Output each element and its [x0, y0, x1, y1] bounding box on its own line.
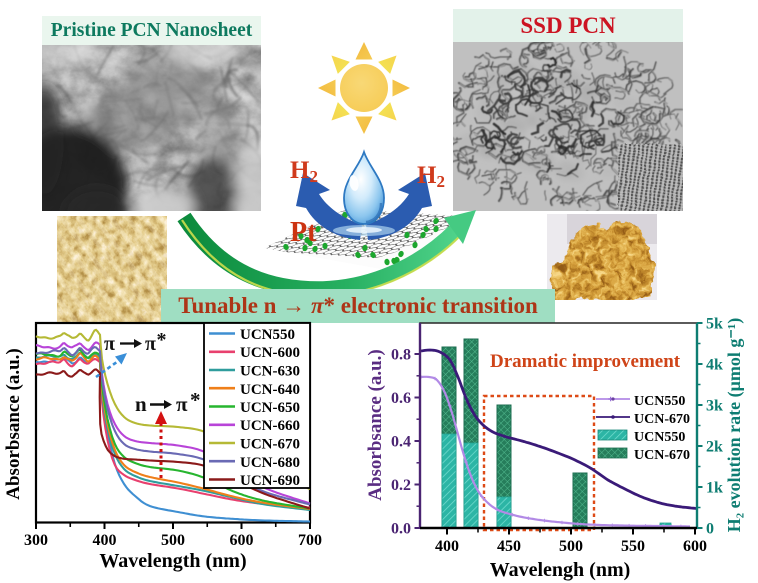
svg-text:UCN-650: UCN-650	[240, 400, 300, 416]
svg-text:UCN-670: UCN-670	[634, 448, 690, 463]
svg-text:*: *	[190, 388, 201, 412]
svg-text:500: 500	[161, 532, 185, 549]
svg-text:0.8: 0.8	[391, 347, 411, 364]
svg-text:Absorbsance (a.u.): Absorbsance (a.u.)	[365, 349, 386, 500]
svg-text:0.0: 0.0	[391, 521, 411, 538]
svg-text:UCN-670: UCN-670	[240, 437, 300, 453]
svg-text:UCN-640: UCN-640	[240, 382, 300, 398]
svg-text:UCN-680: UCN-680	[240, 455, 300, 471]
svg-text:400: 400	[93, 532, 117, 549]
svg-text:UCN550: UCN550	[634, 430, 685, 445]
svg-text:Wavelengh (nm): Wavelengh (nm)	[490, 559, 631, 581]
svg-text:300: 300	[24, 532, 48, 549]
svg-text:600: 600	[683, 538, 707, 555]
svg-text:700: 700	[298, 532, 322, 549]
svg-text:n: n	[135, 392, 147, 416]
svg-text:5k: 5k	[706, 316, 723, 333]
svg-text:*: *	[157, 329, 167, 351]
svg-text:π: π	[145, 333, 156, 355]
svg-text:4k: 4k	[706, 357, 723, 374]
svg-text:Wavelength (nm): Wavelength (nm)	[99, 550, 246, 572]
svg-text:UCN-690: UCN-690	[240, 473, 300, 489]
svg-text:UCN-670: UCN-670	[634, 412, 690, 427]
svg-text:UCN550: UCN550	[240, 327, 295, 343]
svg-text:Dramatic improvement: Dramatic improvement	[490, 351, 681, 372]
svg-text:450: 450	[497, 538, 521, 555]
svg-text:500: 500	[559, 538, 583, 555]
svg-text:UCN-600: UCN-600	[240, 345, 300, 361]
svg-text:Absorbsance (a.u.): Absorbsance (a.u.)	[3, 348, 24, 499]
svg-text:0.6: 0.6	[391, 390, 411, 407]
svg-text:π: π	[176, 392, 188, 416]
svg-text:UCN550: UCN550	[634, 394, 685, 409]
svg-text:0.2: 0.2	[391, 477, 411, 494]
svg-text:π: π	[104, 333, 115, 355]
svg-text:1k: 1k	[706, 480, 723, 497]
svg-text:600: 600	[230, 532, 254, 549]
svg-text:0: 0	[706, 521, 714, 538]
svg-text:H₂ evolution rate (μmol g⁻¹): H₂ evolution rate (μmol g⁻¹)	[724, 318, 745, 532]
svg-text:550: 550	[621, 538, 645, 555]
svg-text:0.4: 0.4	[391, 434, 411, 451]
svg-text:UCN-630: UCN-630	[240, 364, 300, 380]
svg-text:2k: 2k	[706, 439, 723, 456]
svg-text:3k: 3k	[706, 398, 723, 415]
svg-text:UCN-660: UCN-660	[240, 418, 300, 434]
svg-text:400: 400	[435, 538, 459, 555]
